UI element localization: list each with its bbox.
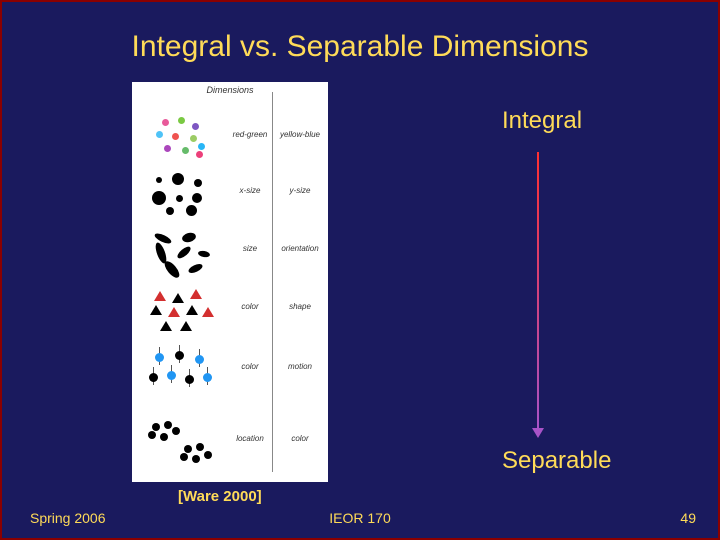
row-dim2: y-size — [274, 186, 326, 195]
figure-header: Dimensions — [132, 82, 328, 95]
dimensions-figure: Dimensions red-green yellow-blue — [132, 82, 328, 482]
figure-row: color shape — [132, 280, 328, 335]
footer-right: 49 — [680, 510, 696, 526]
swatch-orientation — [142, 227, 220, 277]
figure-row: red-green yellow-blue — [132, 108, 328, 163]
row-dim1: red-green — [228, 130, 272, 139]
row-dim1: color — [228, 362, 272, 371]
row-dim2: yellow-blue — [274, 130, 326, 139]
footer-center: IEOR 170 — [2, 510, 718, 526]
swatch-location — [142, 417, 220, 467]
row-dim2: orientation — [274, 244, 326, 253]
separable-label: Separable — [502, 447, 611, 475]
swatch-colormotion — [142, 345, 220, 395]
swatch-colors — [142, 113, 220, 163]
row-dim2: color — [274, 434, 326, 443]
integral-separable-arrow — [537, 152, 539, 430]
slide-title: Integral vs. Separable Dimensions — [2, 30, 718, 64]
figure-row: location color — [132, 412, 328, 467]
row-dim1: location — [228, 434, 272, 443]
row-dim1: color — [228, 302, 272, 311]
swatch-colorshape — [142, 285, 220, 335]
figure-row: size orientation — [132, 222, 328, 277]
row-dim2: shape — [274, 302, 326, 311]
row-dim1: x-size — [228, 186, 272, 195]
figure-row: color motion — [132, 340, 328, 395]
swatch-size — [142, 169, 220, 219]
figure-caption: [Ware 2000] — [178, 488, 262, 505]
figure-row: x-size y-size — [132, 164, 328, 219]
integral-label: Integral — [502, 107, 582, 135]
row-dim2: motion — [274, 362, 326, 371]
row-dim1: size — [228, 244, 272, 253]
